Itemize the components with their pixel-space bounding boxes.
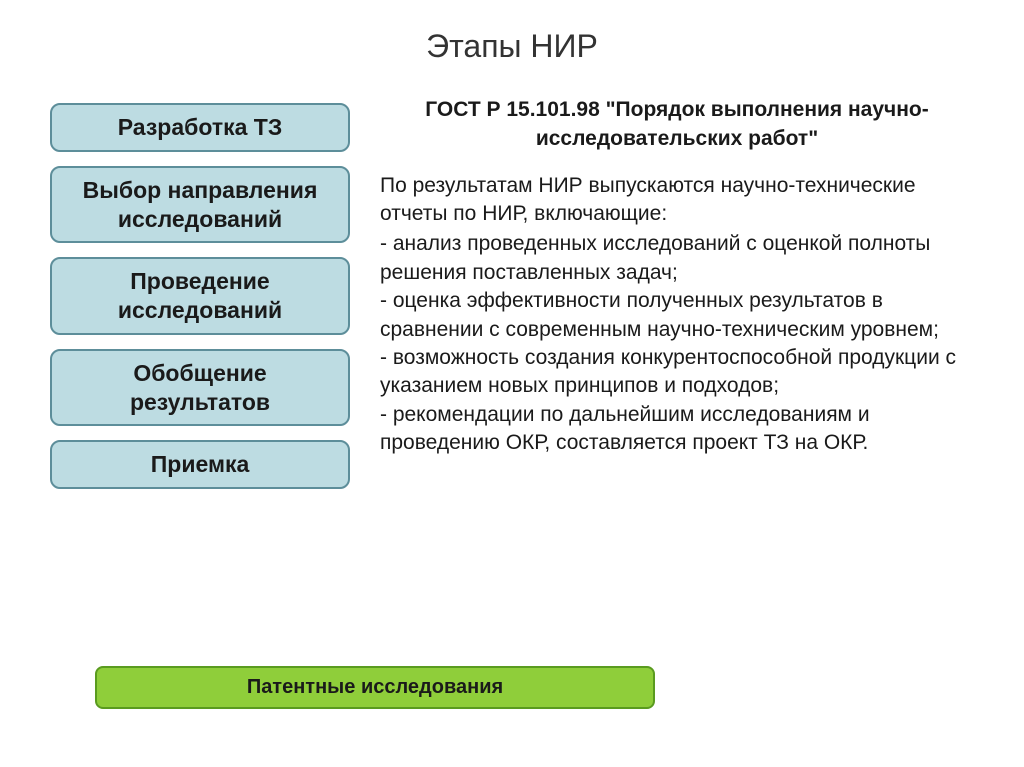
gost-header: ГОСТ Р 15.101.98 "Порядок выполнения нау…	[380, 95, 974, 154]
stage-box: Выбор направления исследований	[50, 166, 350, 244]
body-item: - возможность создания конкурентоспособн…	[380, 344, 974, 401]
slide-title: Этапы НИР	[0, 0, 1024, 85]
body-item: - рекомендации по дальнейшим исследовани…	[380, 401, 974, 458]
content-area: Разработка ТЗ Выбор направления исследов…	[0, 85, 1024, 489]
patent-research-bar: Патентные исследования	[95, 666, 655, 709]
body-item: - оценка эффективности полученных резуль…	[380, 287, 974, 344]
text-column: ГОСТ Р 15.101.98 "Порядок выполнения нау…	[380, 85, 974, 489]
stage-box: Обобщение результатов	[50, 349, 350, 427]
stages-column: Разработка ТЗ Выбор направления исследов…	[50, 85, 350, 489]
body-item: - анализ проведенных исследований с оцен…	[380, 230, 974, 287]
stage-box: Приемка	[50, 440, 350, 489]
stage-box: Проведение исследований	[50, 257, 350, 335]
body-intro: По результатам НИР выпускаются научно-те…	[380, 172, 974, 229]
stage-box: Разработка ТЗ	[50, 103, 350, 152]
